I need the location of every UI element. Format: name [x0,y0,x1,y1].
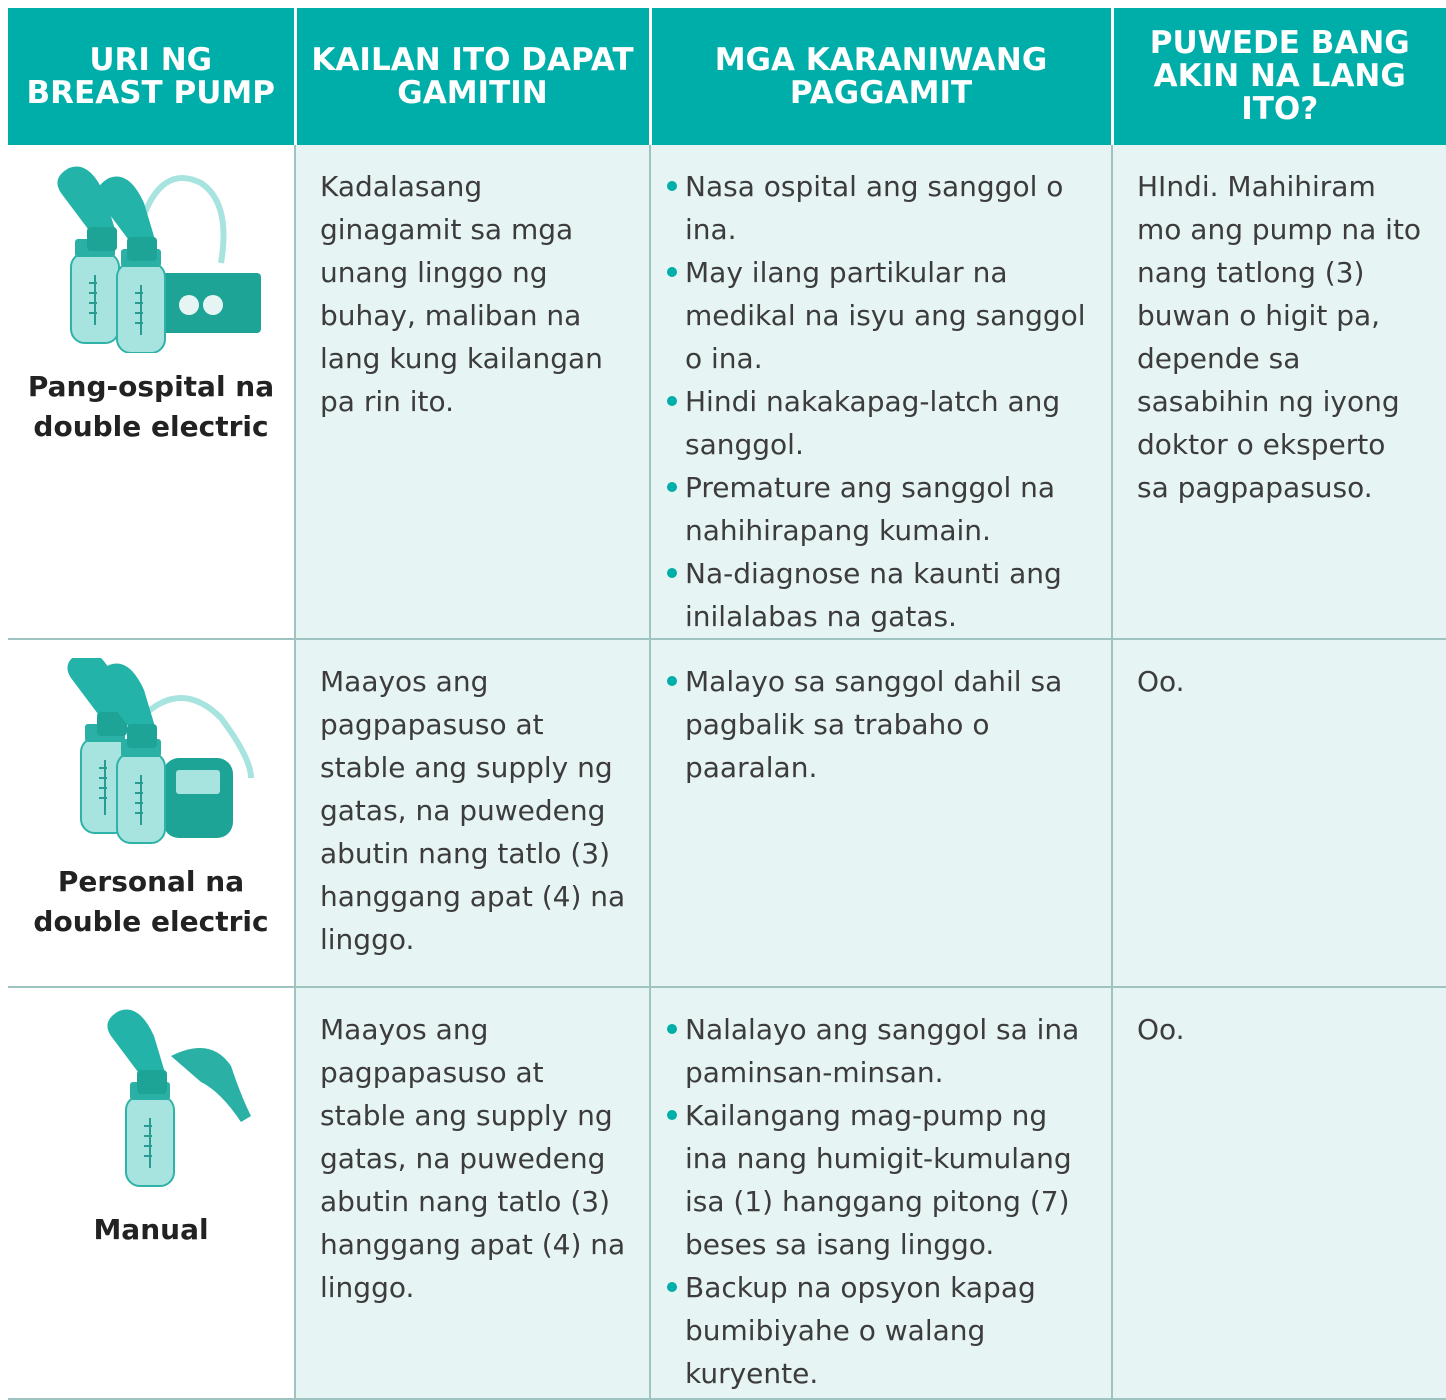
column-header: MGA KARANIWANG PAGGAMIT [650,8,1114,145]
table-body: Pang-ospital na double electric Kadalasan… [8,145,1446,1400]
use-item: Backup na opsyon kapag bumibiyahe o wala… [667,1266,1089,1395]
column-header: PUWEDE BANG AKIN NA LANG ITO? [1112,8,1446,145]
uses-list: Malayo sa sanggol dahil sa pagbalik sa t… [667,660,1089,789]
own-cell: Oo. [1111,639,1446,988]
own-cell: HIndi. Mahihiram mo ang pump na ito nang… [1111,145,1446,640]
when-cell: Kadalasang ginagamit sa mga unang linggo… [294,145,651,640]
column-header: KAILAN ITO DAPAT GAMITIN [295,8,652,145]
pump-name: Personal na double electric [33,865,269,938]
pump-cell: Manual [8,987,296,1400]
pump-name: Pang-ospital na double electric [27,370,275,443]
page: URI NG BREAST PUMP KAILAN ITO DAPAT GAMIT… [8,8,1446,1400]
column-header: URI NG BREAST PUMP [8,8,297,145]
uses-list: Nalalayo ang sanggol sa ina paminsan-min… [667,1008,1089,1395]
use-item: Kailangang mag-pump ng ina nang humigit-… [667,1094,1089,1266]
personal-pump-icon [67,658,254,844]
use-item: Nasa ospital ang sanggol o ina. [667,165,1089,251]
hospital-pump-icon [57,166,261,353]
uses-cell: Nalalayo ang sanggol sa ina paminsan-min… [649,987,1113,1400]
use-item: May ilang partikular na medikal na isyu … [667,251,1089,380]
when-cell: Maayos ang pagpapasuso at stable ang sup… [294,639,651,988]
header-row: URI NG BREAST PUMP KAILAN ITO DAPAT GAMIT… [8,8,1446,145]
table-row: Pang-ospital na double electric Kadalasan… [8,145,1446,640]
when-cell: Maayos ang pagpapasuso at stable ang sup… [294,987,651,1400]
use-item: Malayo sa sanggol dahil sa pagbalik sa t… [667,660,1089,789]
pump-cell: Pang-ospital na double electric [8,145,296,640]
uses-cell: Nasa ospital ang sanggol o ina. May ilang… [649,145,1113,640]
manual-pump-icon [107,1009,251,1187]
table-row: Manual Maayos ang pagpapasuso at stable a… [8,987,1446,1400]
pump-table: URI NG BREAST PUMP KAILAN ITO DAPAT GAMIT… [8,8,1446,1400]
uses-list: Nasa ospital ang sanggol o ina. May ilang… [667,165,1089,638]
use-item: Premature ang sanggol na nahihirapang ku… [667,466,1089,552]
table-row: Personal na double electric Maayos ang pa… [8,639,1446,988]
own-cell: Oo. [1111,987,1446,1400]
uses-cell: Malayo sa sanggol dahil sa pagbalik sa t… [649,639,1113,988]
use-item: Hindi nakakapag-latch ang sanggol. [667,380,1089,466]
use-item: Nalalayo ang sanggol sa ina paminsan-min… [667,1008,1089,1094]
use-item: Na-diagnose na kaunti ang inilalabas na … [667,552,1089,638]
pump-name: Manual [93,1213,209,1246]
pump-cell: Personal na double electric [8,639,296,988]
